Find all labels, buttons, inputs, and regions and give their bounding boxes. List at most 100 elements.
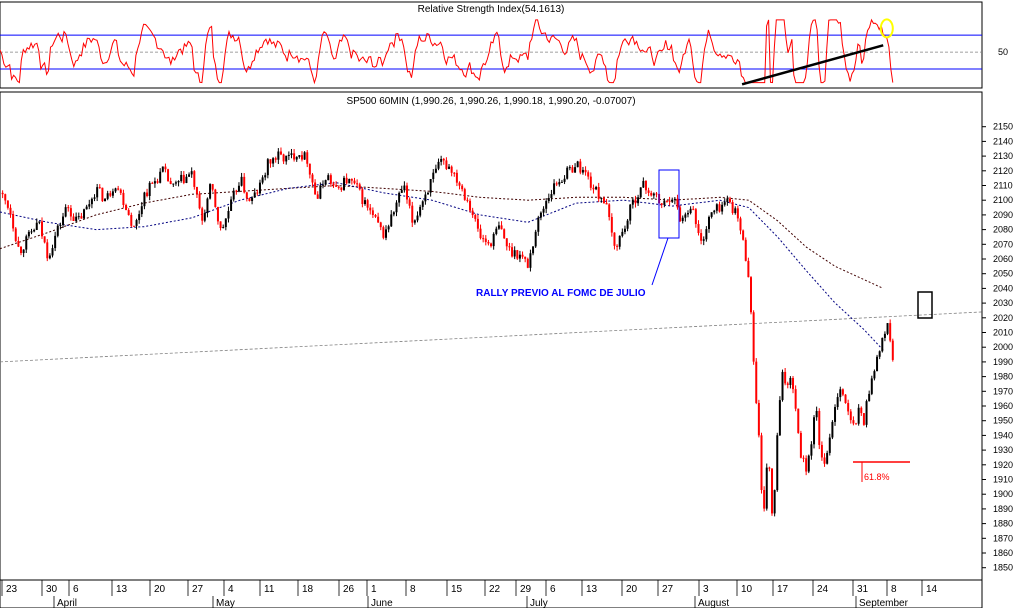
price-bar-body	[855, 423, 858, 425]
price-bar-body	[222, 227, 225, 229]
price-bar-body	[261, 177, 264, 183]
price-bar-body	[739, 218, 742, 231]
price-bar-body	[434, 168, 437, 173]
price-bar-body	[269, 159, 272, 164]
price-bar-body	[744, 239, 747, 261]
price-bar-body	[826, 452, 829, 464]
price-bar-body	[644, 180, 647, 191]
x-day-label: 24	[817, 584, 829, 595]
price-bar-body	[106, 193, 109, 199]
price-bar-body	[243, 176, 246, 193]
price-bar-body	[742, 230, 745, 240]
price-bar-body	[713, 210, 716, 213]
price-bar-body	[248, 198, 251, 202]
price-bar-body	[277, 151, 280, 160]
price-bar-body	[841, 389, 844, 395]
price-bar-body	[755, 361, 758, 404]
price-title: SP500 60MIN (1,990.26, 1,990.26, 1,990.1…	[346, 96, 635, 107]
price-bar-body	[337, 186, 340, 188]
price-bar-body	[419, 206, 422, 216]
price-bar-body	[497, 225, 500, 229]
price-bar-body	[300, 155, 303, 160]
price-bar-body	[660, 203, 663, 205]
price-bar-body	[487, 241, 490, 244]
price-bar-body	[878, 351, 881, 357]
price-bar-body	[227, 211, 230, 219]
x-day-label: 10	[741, 584, 753, 595]
price-bar-body	[707, 216, 710, 230]
price-bar-body	[458, 182, 461, 186]
price-bar-body	[476, 218, 479, 229]
price-bar-body	[450, 166, 453, 173]
price-bar-body	[314, 182, 317, 195]
price-bar-body	[311, 174, 314, 183]
price-bar-body	[216, 206, 219, 222]
price-bar-body	[794, 389, 797, 409]
price-bar-body	[550, 194, 553, 198]
price-bar-body	[75, 216, 78, 221]
price-bar-body	[750, 277, 753, 313]
price-bar-body	[802, 457, 805, 459]
price-bar-body	[132, 225, 135, 227]
price-bar-body	[111, 191, 114, 196]
price-tick-label: 1860	[993, 548, 1013, 558]
price-bar-body	[122, 192, 125, 205]
price-bar-body	[865, 401, 868, 425]
price-bar-body	[752, 312, 755, 362]
price-bar-body	[83, 209, 86, 219]
price-bar-body	[72, 216, 75, 221]
price-bar-body	[773, 490, 776, 514]
price-bar-body	[579, 161, 582, 173]
price-bar-body	[560, 181, 563, 183]
price-bar-body	[807, 455, 810, 472]
price-bar-body	[295, 156, 298, 160]
price-tick-label: 1970	[993, 386, 1013, 396]
price-bar-body	[321, 184, 324, 186]
price-bar-body	[211, 184, 214, 190]
price-bar-body	[568, 167, 571, 169]
price-bar-body	[274, 158, 277, 160]
price-bar-body	[532, 246, 535, 254]
price-bar-body	[408, 199, 411, 206]
price-bar-body	[836, 397, 839, 408]
price-bar-body	[230, 199, 233, 212]
price-bar-body	[14, 228, 17, 241]
price-tick-label: 1960	[993, 401, 1013, 411]
price-bar-body	[146, 192, 149, 197]
price-bar-body	[358, 184, 361, 190]
price-bar-body	[618, 235, 621, 247]
price-bar-body	[109, 193, 112, 196]
price-bar-body	[369, 207, 372, 211]
price-bar-body	[508, 246, 511, 248]
price-bar-body	[392, 212, 395, 215]
price-bar-body	[140, 206, 143, 215]
x-day-label: 15	[451, 584, 463, 595]
price-bar-body	[201, 208, 204, 221]
price-bar-body	[371, 210, 374, 215]
price-bar-body	[445, 160, 448, 169]
price-bar-body	[125, 204, 128, 211]
price-bar-body	[382, 227, 385, 238]
x-day-label: 26	[343, 584, 355, 595]
price-bar-body	[148, 182, 151, 197]
price-bar-body	[62, 216, 65, 225]
price-bar-body	[406, 185, 409, 200]
price-bar-body	[224, 218, 227, 228]
price-bar-body	[605, 203, 608, 205]
price-bar-body	[329, 175, 332, 184]
price-tick-label: 1890	[993, 504, 1013, 514]
price-bar-body	[340, 187, 343, 190]
price-bar-body	[702, 239, 705, 241]
price-bar-body	[784, 371, 787, 384]
price-bar-body	[195, 186, 198, 194]
price-bar-body	[518, 254, 521, 259]
price-bar-body	[88, 204, 91, 207]
price-bar-body	[353, 180, 356, 184]
price-bar-body	[571, 167, 574, 173]
price-bar-body	[834, 407, 837, 422]
price-bar-body	[686, 213, 689, 215]
price-bar-body	[886, 323, 889, 334]
price-bar-body	[285, 155, 288, 162]
price-bar-body	[700, 233, 703, 241]
price-bar-body	[613, 232, 616, 246]
